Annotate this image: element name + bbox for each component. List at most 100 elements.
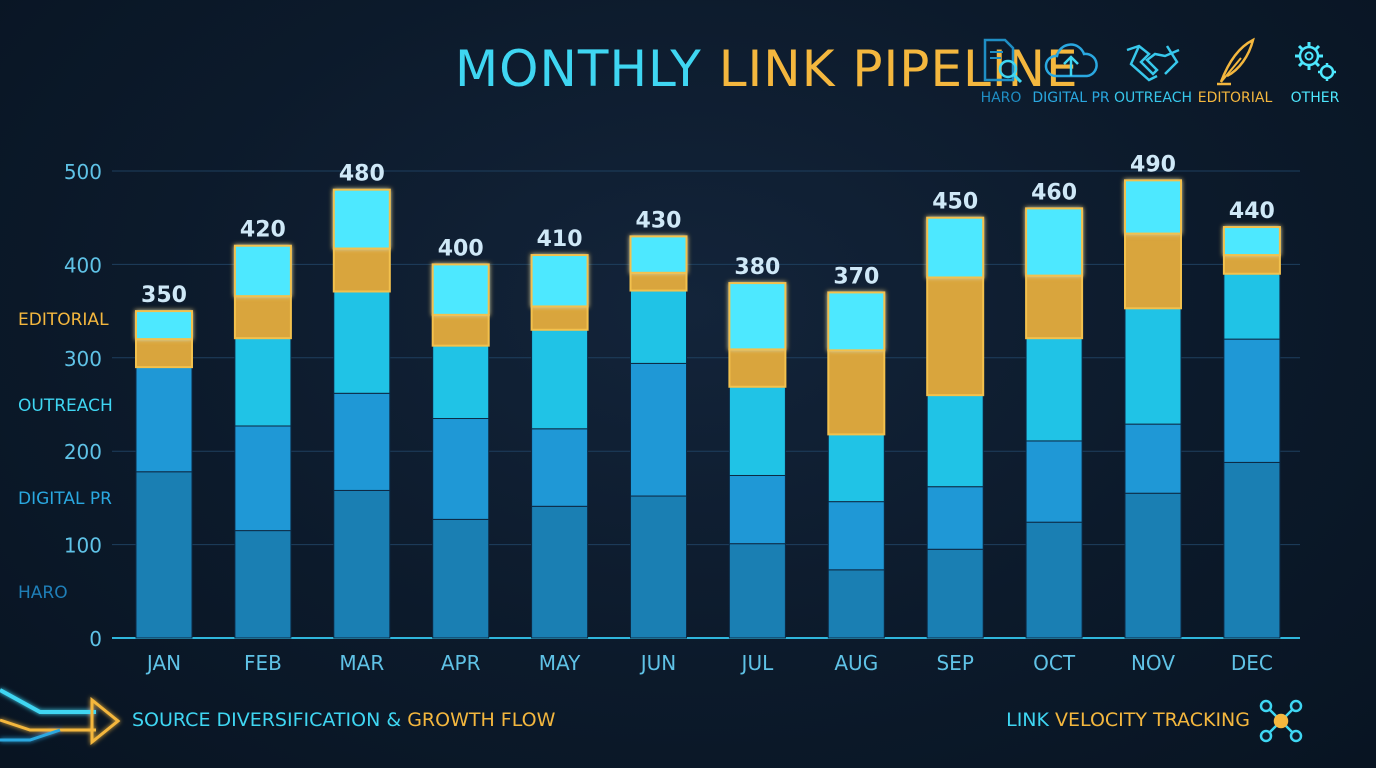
bar-segment-editorial (530, 305, 589, 331)
bar-total-label: 420 (240, 218, 286, 243)
footer-left-text-1: SOURCE DIVERSIFICATION & (132, 709, 402, 731)
bar-segment-other (1124, 179, 1182, 235)
bar-segment-haro (234, 530, 292, 639)
footer-left-caption: SOURCE DIVERSIFICATION & GROWTH FLOW (132, 709, 555, 731)
bar-total-label: 480 (339, 162, 385, 187)
side-label: HARO (18, 583, 68, 603)
bar-total-label: 490 (1130, 152, 1176, 177)
x-tick-label: SEP (936, 651, 973, 675)
bar-segment-digital-pr (1124, 423, 1182, 494)
footer-left-text-2: GROWTH FLOW (407, 709, 556, 731)
y-tick-label: 200 (64, 440, 102, 464)
bar-segment-editorial (926, 276, 985, 397)
footer-right-text-1: LINK (1006, 709, 1049, 731)
x-tick-label: MAY (539, 651, 581, 675)
bar-segment-editorial (629, 271, 688, 292)
legend-label: OTHER (1290, 90, 1340, 106)
bar-segment-haro (728, 543, 786, 639)
x-tick-label: MAR (339, 651, 384, 675)
bar-total-label: 430 (636, 208, 682, 233)
legend-label: OUTREACH (1113, 90, 1193, 106)
x-tick-label: APR (441, 651, 481, 675)
bar-segment-haro (630, 495, 687, 639)
bar-segment-outreach (1124, 307, 1182, 425)
bar-segment-digital-pr (234, 425, 292, 532)
bar-total-label: 380 (734, 255, 780, 280)
legend-label: EDITORIAL (1197, 90, 1273, 106)
bar-segment-haro (1124, 492, 1182, 639)
handshake-icon (1122, 36, 1184, 86)
bar-segment-outreach (1025, 337, 1083, 442)
bar-total-label: 350 (141, 283, 187, 308)
y-tick-label: 300 (64, 347, 102, 371)
bar-segment-digital-pr (432, 418, 490, 520)
y-tick-label: 500 (64, 160, 102, 184)
bar-total-label: 370 (833, 264, 879, 289)
bar-segment-digital-pr (630, 362, 687, 497)
bar-segment-other (1222, 226, 1281, 257)
bar-segment-outreach (1223, 273, 1281, 340)
bar-segment-outreach (432, 345, 490, 420)
x-tick-label: JAN (145, 651, 181, 675)
legend-item: OTHER (1284, 36, 1346, 116)
bar-segment-editorial (827, 349, 886, 436)
bar-segment-digital-pr (531, 428, 589, 507)
side-label: DIGITAL PR (18, 489, 112, 509)
bar-segment-outreach (926, 394, 984, 488)
x-tick-label: JUN (639, 651, 677, 675)
bar-segment-editorial (1124, 232, 1182, 310)
bar-segment-haro (827, 569, 885, 639)
bar-total-label: 460 (1031, 180, 1077, 205)
bar-segment-outreach (234, 337, 292, 427)
network-nodes-icon (1259, 699, 1303, 743)
document-search-icon (970, 36, 1032, 86)
x-tick-label: OCT (1033, 651, 1076, 675)
chart-title-part2: LINK PIPELINE (718, 40, 1079, 98)
bar-segment-haro (926, 548, 984, 639)
y-tick-label: 100 (64, 534, 102, 558)
legend-label: HARO (980, 90, 1022, 106)
side-label: OUTREACH (18, 396, 113, 416)
legend-label: DIGITAL PR (1032, 90, 1110, 106)
arrow-flow-icon (0, 688, 121, 746)
bar-segment-other (135, 310, 193, 341)
legend-item: DIGITAL PR (1032, 36, 1110, 116)
bar-segment-digital-pr (827, 501, 885, 571)
bar-segment-editorial (1025, 274, 1084, 340)
bar-segment-other (629, 235, 688, 274)
footer-right-caption: LINK VELOCITY TRACKING (1006, 709, 1250, 731)
bar-segment-editorial (233, 295, 292, 340)
bar-segment-other (827, 291, 886, 352)
bar-segment-other (332, 188, 391, 250)
bar-segment-haro (1223, 461, 1281, 639)
bar-segment-editorial (728, 348, 787, 388)
bar-total-label: 400 (438, 236, 484, 261)
bar-segment-other (530, 254, 589, 308)
bar-segment-editorial (431, 313, 490, 347)
x-tick-label: FEB (244, 651, 282, 675)
bar-segment-haro (531, 505, 589, 639)
bar-segment-other (926, 216, 985, 279)
x-tick-label: AUG (834, 651, 878, 675)
bar-segment-other (233, 244, 292, 298)
legend-item: EDITORIAL (1198, 36, 1272, 116)
bar-segment-outreach (827, 433, 885, 503)
bar-segment-editorial (1222, 254, 1281, 275)
bar-segment-haro (432, 518, 490, 639)
bar-segment-outreach (531, 329, 589, 430)
chart-title: MONTHLY LINK PIPELINE (455, 40, 1079, 98)
footer-right-text-2: VELOCITY TRACKING (1055, 709, 1250, 731)
bar-segment-digital-pr (1025, 440, 1083, 523)
bar-total-label: 440 (1229, 199, 1275, 224)
cloud-upload-icon (1040, 36, 1102, 86)
bar-segment-digital-pr (926, 486, 984, 550)
bar-segment-editorial (135, 338, 193, 369)
bar-segment-haro (333, 489, 391, 639)
legend-item: OUTREACH (1114, 36, 1192, 116)
bar-segment-outreach (333, 290, 391, 394)
side-label: EDITORIAL (18, 310, 109, 330)
chart-title-part1: MONTHLY (455, 40, 702, 98)
bar-segment-digital-pr (135, 366, 193, 473)
bar-total-label: 410 (537, 227, 583, 252)
